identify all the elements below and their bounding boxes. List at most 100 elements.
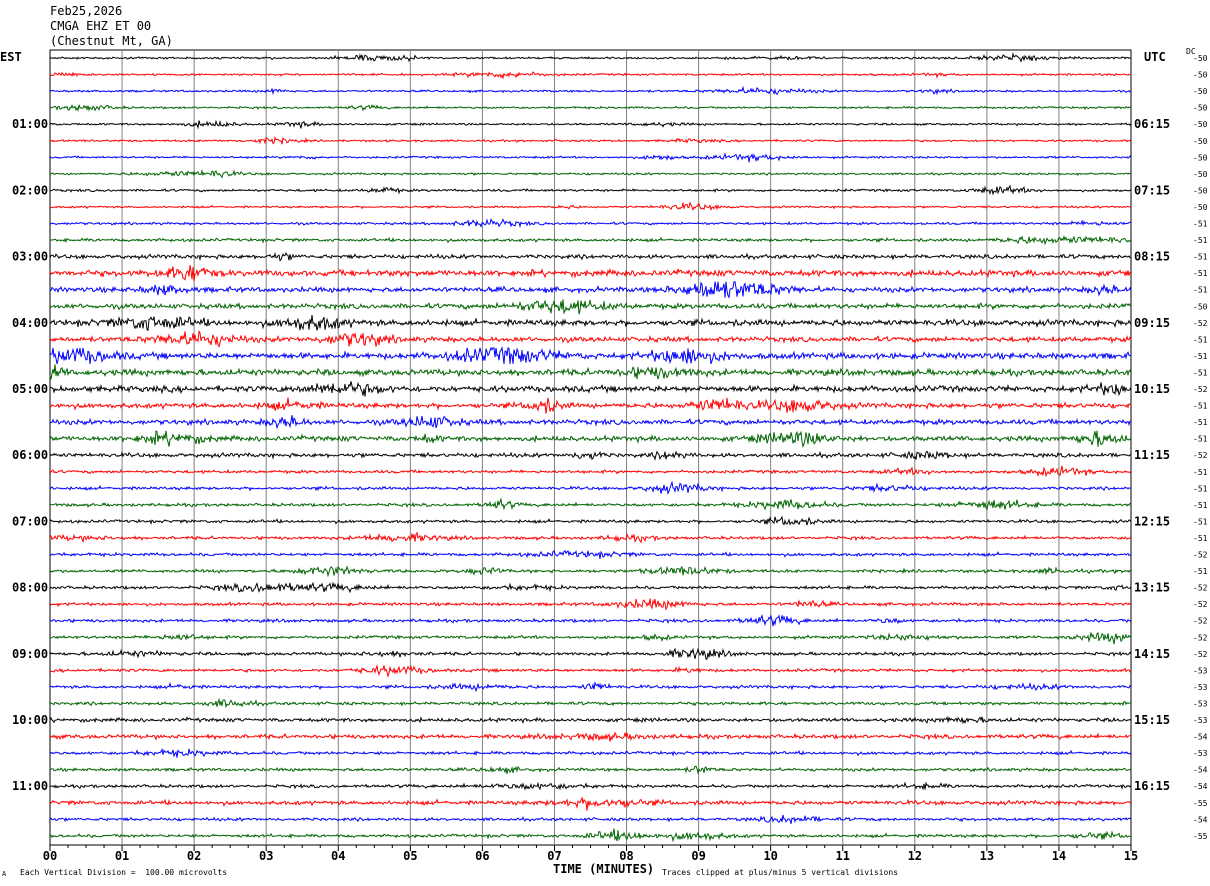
seismic-trace [50, 168, 1132, 179]
seismic-trace [49, 465, 1132, 478]
seismic-trace [49, 299, 1132, 315]
dc-offset-label: -51 [1193, 269, 1208, 278]
x-tick-label: 02 [187, 849, 201, 863]
plot-frame [49, 49, 1132, 846]
est-hour-label: 04:00 [12, 316, 48, 330]
seismic-trace [49, 430, 1132, 449]
dc-offset-label: -51 [1193, 517, 1208, 526]
seismic-trace [49, 748, 1132, 758]
dc-offset-label: -51 [1193, 335, 1208, 344]
utc-hour-label: 14:15 [1134, 647, 1170, 661]
seismic-trace [49, 381, 1132, 397]
seismic-trace [49, 681, 1132, 693]
x-tick-label: 07 [547, 849, 561, 863]
seismic-trace [49, 515, 1132, 526]
seismic-trace [49, 314, 1132, 332]
dc-offset-label: -51 [1193, 468, 1208, 477]
dc-offset-label: -52 [1193, 451, 1208, 460]
x-tick-label: 06 [475, 849, 489, 863]
x-tick-label: 05 [403, 849, 417, 863]
seismic-trace [49, 364, 1132, 380]
dc-offset-label: -54 [1193, 733, 1208, 742]
right-timezone-label: UTC [1144, 50, 1166, 64]
dc-offset-label: -50 [1193, 104, 1208, 113]
seismic-trace [49, 251, 1132, 262]
dc-offset-label: -51 [1193, 402, 1208, 411]
dc-offset-label: -51 [1193, 236, 1208, 245]
seismic-trace [49, 531, 1132, 544]
clip-note: Traces clipped at plus/minus 5 vertical … [662, 868, 899, 877]
seismic-trace [49, 119, 1132, 130]
dc-offset-label: -50 [1193, 71, 1208, 80]
est-hour-label: 08:00 [12, 581, 48, 595]
seismic-trace [49, 265, 1132, 282]
dc-offset-label: -50 [1193, 120, 1208, 129]
seismic-trace [49, 397, 1132, 414]
seismic-trace [49, 52, 1131, 63]
x-tick-label: 01 [115, 849, 129, 863]
utc-hour-label: 07:15 [1134, 183, 1170, 197]
scale-note: Each Vertical Division = 100.00 microvol… [20, 868, 228, 877]
seismic-trace [49, 731, 1132, 742]
seismic-trace [49, 664, 1132, 679]
dc-offset-label: -51 [1193, 220, 1208, 229]
dc-offset-label: -51 [1193, 352, 1208, 361]
x-tick-label: 09 [691, 849, 705, 863]
dc-offset-label: -53 [1193, 683, 1208, 692]
dc-offset-label: -53 [1193, 716, 1208, 725]
station-location: (Chestnut Mt, GA) [50, 34, 173, 48]
est-hour-label: 05:00 [12, 382, 48, 396]
utc-hour-label: 06:15 [1134, 117, 1170, 131]
seismic-trace [49, 828, 1132, 843]
dc-offset-label: -51 [1193, 534, 1208, 543]
seismic-trace [49, 415, 1132, 430]
seismic-trace [49, 330, 1132, 348]
dc-offset-label: -54 [1193, 782, 1208, 791]
dc-offset-header: DC [1186, 47, 1196, 56]
dc-offset-label: -52 [1193, 633, 1208, 642]
dc-offset-label: -50 [1193, 186, 1208, 195]
seismic-trace [49, 697, 1132, 709]
seismic-trace [49, 346, 1132, 365]
x-tick-label: 03 [259, 849, 273, 863]
est-hour-label: 09:00 [12, 647, 48, 661]
seismic-trace [49, 235, 1132, 246]
est-hour-label: 02:00 [12, 183, 48, 197]
dc-offset-label: -51 [1193, 435, 1208, 444]
dc-offset-label: -52 [1193, 617, 1208, 626]
dc-offset-label: -54 [1193, 766, 1208, 775]
dc-offset-label: -52 [1193, 584, 1208, 593]
est-hour-label: 07:00 [12, 514, 48, 528]
seismic-trace [49, 549, 1132, 559]
est-hour-label: 06:00 [12, 448, 48, 462]
dc-offset-label: -50 [1193, 302, 1208, 311]
seismic-trace [49, 85, 1132, 96]
seismic-trace [49, 281, 1132, 299]
utc-hour-label: 15:15 [1134, 713, 1170, 727]
x-tick-label: 08 [619, 849, 633, 863]
utc-hour-label: 08:15 [1134, 250, 1170, 264]
dc-offset-label: -51 [1193, 567, 1208, 576]
dc-offset-label: -52 [1193, 650, 1208, 659]
dc-offset-label: -52 [1193, 319, 1208, 328]
utc-hour-label: 11:15 [1134, 448, 1170, 462]
station-channel: CMGA EHZ ET 00 [50, 19, 152, 33]
dc-offset-label: -50 [1193, 54, 1208, 63]
seismic-trace [49, 598, 1132, 611]
dc-offset-label: -55 [1193, 799, 1208, 808]
dc-offset-label: -54 [1193, 815, 1208, 824]
seismic-trace [50, 136, 1132, 145]
seismic-trace [49, 71, 1132, 80]
seismic-trace [49, 613, 1132, 627]
x-axis-title: TIME (MINUTES) [553, 862, 655, 876]
seismic-trace [49, 716, 1132, 725]
dc-offset-label: -51 [1193, 484, 1208, 493]
x-tick-label: 10 [763, 849, 777, 863]
seismic-trace [49, 218, 1132, 229]
x-tick-label: 13 [980, 849, 994, 863]
dc-offset-label: -51 [1193, 253, 1208, 262]
dc-offset-label: -53 [1193, 699, 1208, 708]
dc-offset-label: -50 [1193, 203, 1208, 212]
est-hour-label: 01:00 [12, 117, 48, 131]
